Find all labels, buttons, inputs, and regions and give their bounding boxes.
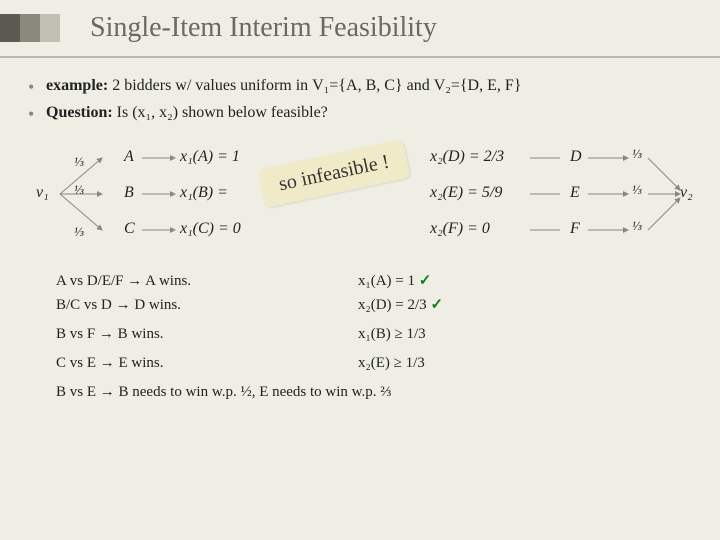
bullet-text: 2 bidders w/ values uniform in xyxy=(112,77,312,94)
v1-label: v₁ xyxy=(36,184,49,202)
bullet-question: Question: Is (x₁, x₂) shown below feasib… xyxy=(28,99,720,126)
title-underline xyxy=(0,56,720,58)
x2d-eq: x₂(D) = 2/3 xyxy=(430,148,504,166)
check-right: x₂(E) ≥ 1/3 xyxy=(358,352,608,375)
page-title: Single-Item Interim Feasibility xyxy=(90,12,437,44)
check-right: x₁(A) = 1 ✓ xyxy=(358,270,608,293)
check-row: A vs D/E/F → A wins. x₁(A) = 1 ✓ xyxy=(56,270,720,293)
check-right-text: x₁(A) = 1 ✓ xyxy=(358,273,431,289)
check-row: B vs E → B needs to win w.p. ½, E needs … xyxy=(56,381,720,404)
frac-l-2: ⅓ xyxy=(74,182,84,198)
check-right-text: x₂(D) = 2/3 ✓ xyxy=(358,297,443,313)
frac-r-1: ⅓ xyxy=(632,146,642,162)
check-row: C vs E → E wins. x₂(E) ≥ 1/3 xyxy=(56,352,720,375)
frac-r-2: ⅓ xyxy=(632,182,642,198)
x1a-eq: x₁(A) = 1 xyxy=(180,148,240,166)
check-row: B vs F → B wins. x₁(B) ≥ 1/3 xyxy=(56,323,720,346)
check-left: B vs E → B needs to win w.p. ½, E needs … xyxy=(56,381,596,404)
type-d: D xyxy=(570,148,582,166)
frac-l-3: ⅓ xyxy=(74,224,84,240)
accent-block-3 xyxy=(40,14,60,42)
x1c-eq: x₁(C) = 0 xyxy=(180,220,241,238)
x2f-eq: x₂(F) = 0 xyxy=(430,220,490,238)
bullet-label: example: xyxy=(46,77,108,94)
bullet-mid: and xyxy=(403,77,434,94)
type-c: C xyxy=(124,220,135,238)
check-right: x₁(B) ≥ 1/3 xyxy=(358,323,608,346)
bullet-list: example: 2 bidders w/ values uniform in … xyxy=(28,72,720,126)
type-a: A xyxy=(124,148,134,166)
title-bar: Single-Item Interim Feasibility xyxy=(0,0,720,56)
checks-block: A vs D/E/F → A wins. x₁(A) = 1 ✓ B/C vs … xyxy=(56,270,720,404)
check-right: x₂(D) = 2/3 ✓ xyxy=(358,294,608,317)
v2-set: V₂={D, E, F} xyxy=(434,77,522,94)
title-accent xyxy=(0,14,60,42)
type-f: F xyxy=(570,220,580,238)
check-left: A vs D/E/F → A wins. xyxy=(56,270,346,293)
check-left: B/C vs D → D wins. xyxy=(56,294,346,317)
bullet-text: Is (x₁, x₂) shown below feasible? xyxy=(117,104,328,121)
type-e: E xyxy=(570,184,580,202)
check-left: C vs E → E wins. xyxy=(56,352,346,375)
diagram: v₁ v₂ ⅓ ⅓ ⅓ A B C x₁(A) = 1 x₁(B) = 1 x₁… xyxy=(30,134,690,264)
type-b: B xyxy=(124,184,134,202)
accent-block-2 xyxy=(20,14,40,42)
v2-label: v₂ xyxy=(680,184,693,202)
check-left: B vs F → B wins. xyxy=(56,323,346,346)
bullet-example: example: 2 bidders w/ values uniform in … xyxy=(28,72,720,99)
accent-block-1 xyxy=(0,14,20,42)
frac-r-3: ⅓ xyxy=(632,218,642,234)
x2e-eq: x₂(E) = 5/9 xyxy=(430,184,502,202)
check-row: B/C vs D → D wins. x₂(D) = 2/3 ✓ xyxy=(56,294,720,317)
frac-l-1: ⅓ xyxy=(74,154,84,170)
bullet-label: Question: xyxy=(46,104,113,121)
v1-set: V₁={A, B, C} xyxy=(312,77,402,94)
